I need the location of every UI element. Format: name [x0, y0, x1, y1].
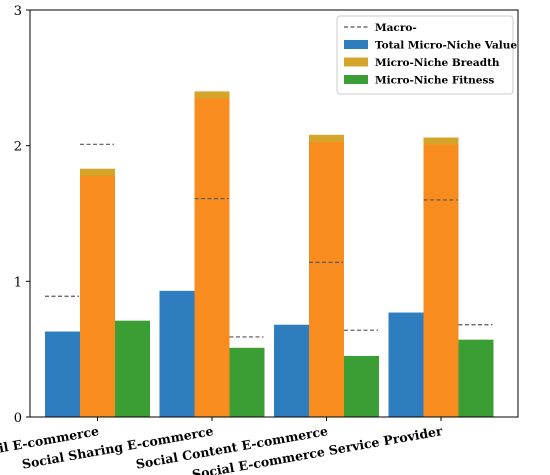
bar-fitness-0	[115, 320, 150, 417]
legend-box	[336, 15, 514, 95]
bar-breadth-fill-1	[194, 98, 230, 418]
bar-total-3	[388, 312, 424, 417]
legend-label-3: Micro-Niche Fitness	[375, 75, 494, 87]
bar-breadth-fill-2	[309, 141, 344, 417]
y-axis: 0 1 2 3	[14, 4, 30, 426]
legend-swatch-3	[344, 75, 368, 84]
legend: Macro- Total Micro-Niche Value Micro-Niche…	[336, 15, 517, 95]
bar-fitness-2	[344, 355, 379, 417]
y-tick-label-0: 0	[14, 411, 22, 426]
y-tick-label-1: 1	[14, 275, 22, 290]
bar-total-2	[274, 324, 309, 417]
bar-breadth-fill-3	[423, 144, 459, 417]
legend-label-2: Micro-Niche Breadth	[375, 57, 500, 69]
bar-total-0	[45, 331, 80, 417]
bar-fitness-1	[229, 347, 265, 417]
bar-total-1	[159, 290, 195, 417]
plot-area	[45, 91, 494, 418]
bar-fitness-3	[458, 339, 494, 417]
bar-breadth-fill-0	[80, 175, 115, 417]
legend-swatch-2	[344, 57, 368, 67]
y-tick-label-2: 2	[14, 140, 22, 155]
legend-swatch-1	[344, 40, 368, 49]
plot-frame	[29, 9, 519, 418]
legend-label-1: Total Micro-Niche Value	[375, 40, 517, 52]
legend-label-0: Macro-	[375, 22, 417, 34]
y-tick-label-3: 3	[14, 4, 22, 19]
